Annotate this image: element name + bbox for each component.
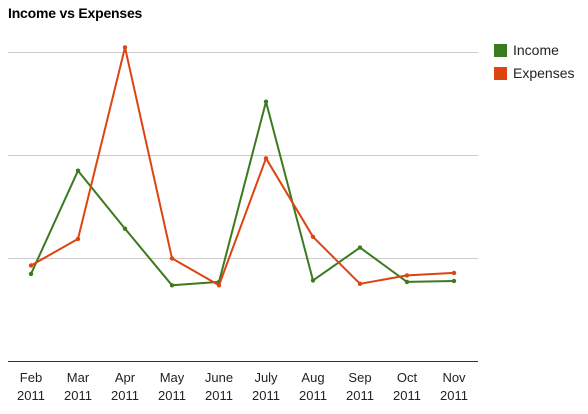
data-point-expenses bbox=[28, 263, 34, 268]
x-tick-label-year: 2011 bbox=[299, 388, 327, 403]
x-tick-label-month: Oct bbox=[397, 370, 418, 385]
data-point-income bbox=[75, 168, 81, 173]
x-tick-label-year: 2011 bbox=[440, 388, 468, 403]
x-tick-label-month: Sep bbox=[348, 370, 371, 385]
data-point-expenses bbox=[451, 270, 457, 276]
data-point-expenses bbox=[404, 273, 410, 278]
x-tick-label-year: 2011 bbox=[64, 388, 92, 403]
legend-label-income: Income bbox=[513, 42, 559, 58]
x-tick-label-month: Nov bbox=[442, 370, 466, 385]
x-tick-label-month: Feb bbox=[20, 370, 42, 385]
data-point-income bbox=[451, 278, 457, 284]
data-point-expenses bbox=[216, 283, 222, 288]
data-point-income bbox=[404, 279, 410, 285]
data-point-income bbox=[357, 245, 363, 250]
legend-label-expenses: Expenses bbox=[513, 65, 574, 81]
data-point-income bbox=[310, 278, 316, 283]
x-tick-label-year: 2011 bbox=[111, 388, 139, 403]
series-line-expenses bbox=[30, 46, 455, 287]
data-point-expenses bbox=[310, 234, 316, 239]
chart-title: Income vs Expenses bbox=[8, 5, 143, 21]
data-point-income bbox=[122, 226, 128, 231]
data-point-income bbox=[28, 271, 34, 277]
x-tick-label-month: Apr bbox=[115, 370, 136, 385]
x-tick-label-month: Mar bbox=[67, 370, 90, 385]
data-point-income bbox=[169, 283, 175, 288]
x-tick-label-month: Aug bbox=[301, 370, 324, 385]
data-point-expenses bbox=[169, 256, 175, 261]
x-tick-label-month: July bbox=[254, 370, 278, 385]
data-point-expenses bbox=[357, 281, 363, 286]
data-point-income bbox=[263, 99, 269, 104]
x-tick-label-month: May bbox=[160, 370, 185, 385]
data-point-expenses bbox=[122, 45, 128, 50]
x-tick-label-year: 2011 bbox=[205, 388, 233, 403]
x-tick-label-year: 2011 bbox=[393, 388, 421, 403]
legend-swatch-expenses bbox=[494, 67, 507, 80]
x-tick-label-year: 2011 bbox=[252, 388, 280, 403]
legend-swatch-income bbox=[494, 44, 507, 57]
x-tick-label-year: 2011 bbox=[346, 388, 374, 403]
x-tick-label-year: 2011 bbox=[158, 388, 186, 403]
series-line-income bbox=[30, 100, 455, 287]
x-tick-label-year: 2011 bbox=[17, 388, 45, 403]
data-point-expenses bbox=[263, 156, 269, 161]
data-point-expenses bbox=[75, 236, 81, 242]
x-tick-label-month: June bbox=[205, 370, 233, 385]
